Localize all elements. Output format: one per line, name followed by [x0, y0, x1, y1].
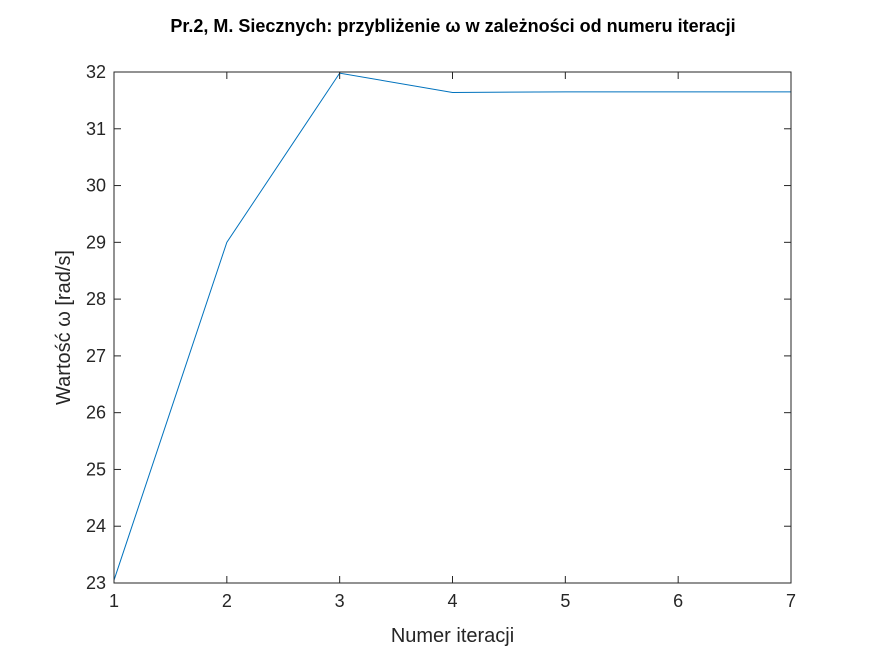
y-axis-ticks: 23 24 25 26 27 28 29 30 31 32: [86, 62, 791, 593]
y-tick-label-27: 27: [86, 346, 106, 366]
y-tick-label-25: 25: [86, 459, 106, 479]
y-tick-label-32: 32: [86, 62, 106, 82]
y-tick-label-26: 26: [86, 403, 106, 423]
x-tick-label-6: 6: [673, 591, 683, 611]
x-tick-label-7: 7: [786, 591, 796, 611]
plot-area: [114, 72, 791, 583]
x-tick-label-3: 3: [335, 591, 345, 611]
chart-title: Pr.2, M. Siecznych: przybliżenie ω w zal…: [170, 16, 735, 36]
x-tick-label-5: 5: [560, 591, 570, 611]
y-axis-label: Wartość ω [rad/s]: [53, 250, 75, 405]
y-tick-label-29: 29: [86, 232, 106, 252]
x-tick-label-4: 4: [447, 591, 457, 611]
x-axis-label: Numer iteracji: [391, 625, 514, 647]
x-tick-label-1: 1: [109, 591, 119, 611]
y-tick-label-30: 30: [86, 176, 106, 196]
y-tick-label-28: 28: [86, 289, 106, 309]
y-tick-label-24: 24: [86, 516, 106, 536]
series-lines: [113, 72, 791, 581]
x-axis-ticks: 1 2 3 4 5 6 7: [109, 72, 796, 611]
y-tick-label-31: 31: [86, 119, 106, 139]
y-tick-label-23: 23: [86, 573, 106, 593]
series-line-0: [113, 72, 791, 581]
x-tick-label-2: 2: [222, 591, 232, 611]
